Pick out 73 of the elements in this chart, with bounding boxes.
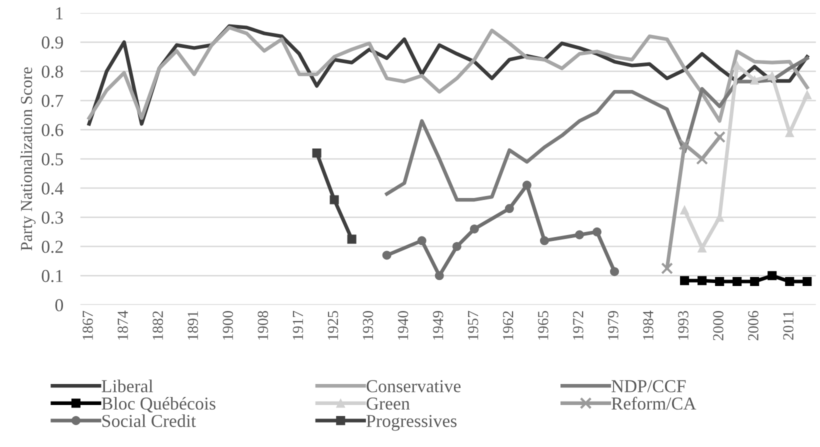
point [540,236,549,246]
point [750,276,760,286]
legend-label: Progressives [366,414,457,431]
legend-label: Social Credit [102,414,196,428]
point [434,271,444,280]
point [504,204,514,214]
y-axis-title: Party Nationalization Score [20,67,36,251]
x-tick-label: 1900 [222,310,234,340]
y-tick-label: 1 [56,7,63,20]
legend-label: NDP/CCF [612,380,686,392]
x-tick-label: 2006 [748,310,758,340]
y-tick-label: 0.5 [42,153,63,166]
point [680,205,690,215]
x-tick-label: 1908 [258,310,268,340]
legend-label: Reform/CA [612,396,696,410]
y-tick-label: 0.3 [42,212,63,224]
x-tick-label: 2011 [783,311,794,340]
y-tick-label: 0.1 [42,270,63,282]
legend-label: Green [366,398,410,410]
x-tick-label: 1965 [538,311,548,340]
point [698,276,707,286]
y-tick-label: 0.8 [42,66,64,78]
x-tick-label: 2000 [713,310,724,340]
x-tick-label: 1940 [398,310,408,340]
y-tick-label: 0.4 [42,182,64,195]
x-tick-label: 1882 [152,311,163,340]
point [732,276,742,286]
point [312,148,322,158]
x-tick-label: 1957 [468,310,478,340]
point [330,195,339,204]
point [768,271,777,280]
y-tick-label: 0.7 [42,94,64,108]
x-tick-label: 1979 [608,311,618,340]
point [698,243,707,252]
legend-label: Liberal [102,380,153,392]
point [802,276,812,286]
point [417,236,426,246]
line-series [385,56,809,202]
x-tick-label: 1917 [292,310,304,340]
point [678,138,691,150]
point [696,152,708,165]
point [768,71,777,80]
point [522,180,532,190]
x-tick-label: 1874 [118,310,128,340]
y-tick-label: 0 [55,299,64,312]
point [382,250,392,260]
point [661,262,674,274]
x-tick-label: 1962 [502,311,514,340]
y-tick-label: 0.6 [42,124,64,136]
point [802,90,812,100]
x-tick-label: 1993 [678,311,688,340]
legend-label: Bloc Québécois [102,396,216,412]
point [592,227,602,236]
point [714,131,726,143]
point [785,276,794,286]
point [574,230,584,240]
x-tick-label: 1972 [573,311,584,340]
point [347,234,356,244]
y-tick-label: 0.2 [42,240,63,253]
x-tick-label: 1867 [82,310,93,340]
point [750,76,760,85]
x-tick-label: 1925 [328,311,338,340]
y-tick-label: 0.9 [42,36,63,49]
point [610,267,620,276]
point [715,276,724,286]
legend-label: Conservative [366,380,461,392]
point [680,276,690,286]
x-tick-label: 1930 [362,310,374,340]
x-tick-label: 1949 [432,311,444,340]
point [452,242,462,251]
x-tick-label: 1891 [188,311,198,340]
x-tick-label: 1984 [643,310,654,340]
point [470,224,479,234]
